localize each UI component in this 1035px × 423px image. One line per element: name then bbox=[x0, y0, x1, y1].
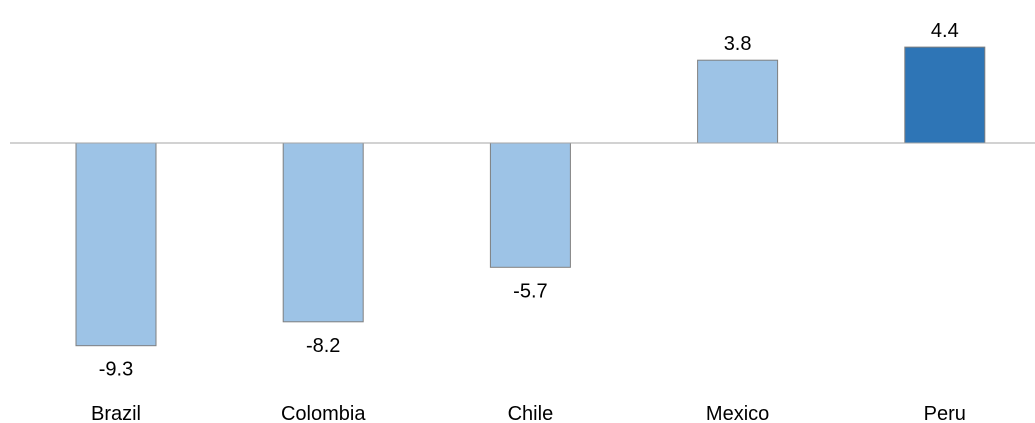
data-label-peru: 4.4 bbox=[931, 20, 959, 42]
bar-colombia bbox=[282, 142, 364, 323]
category-label-chile: Chile bbox=[508, 403, 554, 423]
data-label-chile: -5.7 bbox=[513, 280, 547, 302]
bar-chile bbox=[489, 142, 571, 268]
labels-layer: -9.3 Brazil -8.2 Colombia -5.7 Chile 3.8 Mexico… bbox=[91, 20, 966, 423]
bar-brazil bbox=[75, 142, 157, 347]
bar-peru bbox=[904, 46, 986, 144]
category-label-colombia: Colombia bbox=[281, 403, 366, 423]
category-label-mexico: Mexico bbox=[706, 403, 769, 423]
data-label-mexico: 3.8 bbox=[724, 33, 752, 55]
data-label-brazil: -9.3 bbox=[99, 359, 133, 381]
bar-mexico bbox=[697, 59, 779, 144]
category-label-peru: Peru bbox=[924, 403, 966, 423]
category-label-brazil: Brazil bbox=[91, 403, 141, 423]
data-label-colombia: -8.2 bbox=[306, 335, 340, 357]
